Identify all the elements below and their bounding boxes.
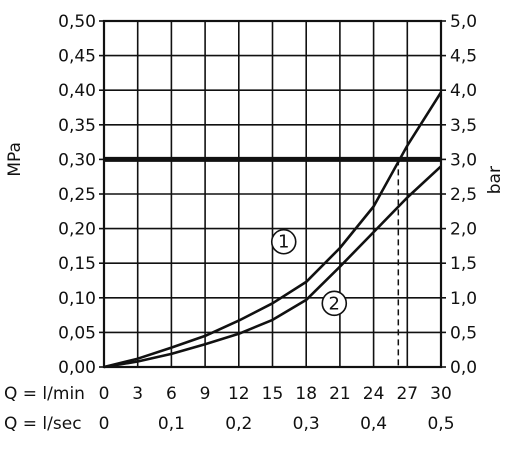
- series-line-2: [103, 165, 442, 369]
- x-tick-label-lpm: 21: [329, 384, 351, 404]
- x-tick-label-lpm: 24: [363, 384, 385, 404]
- y-tick-label-left: 0,35: [58, 116, 96, 136]
- plot-frame: [99, 19, 446, 369]
- y-tick-label-left: 0,20: [58, 220, 96, 240]
- curve-label-circle-1: [270, 228, 297, 255]
- y-axis-label-left: MPa: [5, 142, 25, 177]
- x-tick-label-lpm: 3: [132, 384, 143, 404]
- y-tick-label-left: 0,45: [58, 47, 96, 67]
- x-tick-label-lps: 0: [99, 414, 110, 434]
- x-tick-label-lps: 0,2: [225, 414, 252, 434]
- x-tick-label-lpm: 30: [430, 384, 452, 404]
- x-axis-label-lpm: Q = l/min: [4, 384, 85, 404]
- series-line-1: [103, 91, 443, 369]
- x-tick-label-lpm: 0: [99, 384, 110, 404]
- y-tick-label-right: 1,5: [450, 254, 477, 274]
- x-tick-label-lps: 0,5: [427, 414, 454, 434]
- curve-label-circle-2: [321, 290, 348, 317]
- y-axis-label-right: bar: [485, 166, 505, 194]
- y-tick-label-right: 3,0: [450, 150, 477, 170]
- y-tick-label-right: 3,5: [450, 116, 477, 136]
- curve-label-2: 2: [329, 293, 340, 314]
- y-tick-label-right: 2,5: [450, 185, 477, 205]
- curve-label-1: 1: [278, 232, 289, 253]
- y-tick-label-left: 0,25: [58, 185, 96, 205]
- y-tick-label-right: 4,5: [450, 47, 477, 67]
- y-tick-label-right: 1,0: [450, 289, 477, 309]
- y-tick-label-left: 0,40: [58, 81, 96, 101]
- x-tick-label-lpm: 27: [396, 384, 418, 404]
- curve-labels: 12: [270, 228, 348, 317]
- grid: [104, 21, 441, 367]
- y-tick-label-left: 0,50: [58, 12, 96, 32]
- x-axis-label-lps: Q = l/sec: [4, 414, 82, 434]
- y-tick-label-right: 2,0: [450, 220, 477, 240]
- reference-lines: [104, 156, 441, 367]
- curves: [103, 91, 443, 369]
- y-tick-label-left: 0,05: [58, 323, 96, 343]
- y-tick-label-left: 0,00: [58, 358, 96, 378]
- x-tick-label-lpm: 15: [262, 384, 284, 404]
- x-tick-label-lpm: 12: [228, 384, 250, 404]
- y-tick-label-right: 4,0: [450, 81, 477, 101]
- x-tick-label-lps: 0,4: [360, 414, 387, 434]
- x-tick-label-lpm: 18: [295, 384, 317, 404]
- y-tick-label-left: 0,15: [58, 254, 96, 274]
- x-tick-label-lpm: 6: [166, 384, 177, 404]
- x-tick-label-lpm: 9: [200, 384, 211, 404]
- x-tick-label-lps: 0,1: [158, 414, 185, 434]
- y-tick-label-right: 0,0: [450, 358, 477, 378]
- y-tick-label-right: 5,0: [450, 12, 477, 32]
- y-tick-label-right: 0,5: [450, 323, 477, 343]
- tick-labels: 0,000,050,100,150,200,250,300,350,400,45…: [58, 12, 477, 434]
- x-tick-label-lps: 0,3: [293, 414, 320, 434]
- y-tick-label-left: 0,30: [58, 150, 96, 170]
- y-tick-label-left: 0,10: [58, 289, 96, 309]
